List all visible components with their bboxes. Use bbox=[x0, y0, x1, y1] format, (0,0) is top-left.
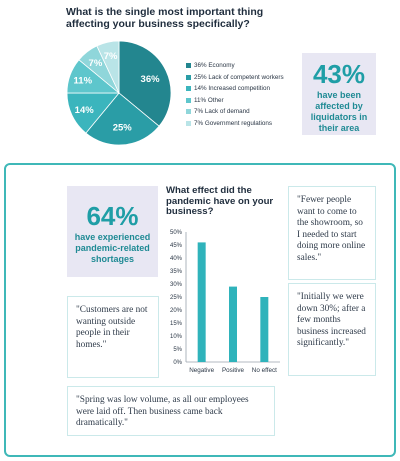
pie-label-lack-of-demand: 7% bbox=[89, 58, 103, 69]
pie-slice-government-regulations bbox=[96, 40, 120, 94]
x-tick-label-negative: Negative bbox=[189, 367, 214, 374]
y-tick-label: 20% bbox=[170, 308, 183, 314]
top-section: What is the single most important thing … bbox=[0, 0, 400, 160]
legend-label: 36% Economy bbox=[194, 62, 235, 69]
stat-value-shortages: 64% bbox=[86, 201, 139, 231]
bar-positive bbox=[229, 286, 237, 362]
legend-label: 7% Government regulations bbox=[194, 119, 273, 127]
pie-label-economy: 36% bbox=[141, 74, 161, 85]
legend-swatch bbox=[186, 63, 191, 68]
x-tick-label-positive: Positive bbox=[222, 367, 245, 374]
legend-item-lack-of-demand: 7% Lack of demand bbox=[186, 106, 296, 117]
legend-swatch bbox=[186, 109, 191, 114]
legend-swatch bbox=[186, 120, 191, 126]
pie-label-other: 11% bbox=[74, 75, 93, 86]
stat-caption-liquidators: have been affected by liquidators in the… bbox=[310, 90, 368, 133]
legend-swatch bbox=[186, 86, 191, 91]
pie-chart: 36% 25% 14% 11% 7%7% bbox=[66, 40, 172, 146]
legend-label: 11% Other bbox=[194, 96, 224, 104]
y-tick-label: 40% bbox=[170, 256, 183, 262]
y-tick-label: 45% bbox=[170, 243, 183, 249]
quote-showroom: "Fewer people want to come to the showro… bbox=[288, 186, 376, 280]
y-tick-label: 30% bbox=[170, 282, 183, 288]
bottom-section-frame bbox=[4, 163, 396, 457]
stat-box-shortages: 64% have experienced pandemic-related sh… bbox=[67, 186, 158, 277]
pie-slice-economy bbox=[118, 40, 172, 127]
x-tick-label-no-effect: No effect bbox=[252, 367, 277, 374]
bar-chart-title: What effect did the pandemic have on you… bbox=[166, 185, 274, 217]
legend-item-lack-of-competent-workers: 25% Lack of competent workers bbox=[186, 72, 296, 83]
y-tick-label: 10% bbox=[170, 334, 183, 340]
y-tick-label: 5% bbox=[173, 347, 182, 353]
y-tick-label: 50% bbox=[170, 230, 183, 236]
bar-chart: 0% 5% 10% 15% 20% 25% 30% 35% 40% 45% 50% Negative P… bbox=[170, 230, 280, 374]
pie-label-lack-of-competent-workers: 25% bbox=[113, 123, 133, 134]
legend-swatch bbox=[186, 97, 191, 103]
y-tick-label: 0% bbox=[173, 360, 182, 366]
bar-negative bbox=[197, 242, 206, 362]
pie-slice-lack-of-competent-workers bbox=[85, 92, 160, 146]
legend-label: 7% Lack of demand bbox=[194, 108, 250, 115]
legend-label: 14% Increased competition bbox=[194, 85, 270, 92]
stat-caption-shortages: have experienced pandemic-related shorta… bbox=[74, 232, 151, 264]
legend-item-increased-competition: 14% Increased competition bbox=[186, 83, 296, 94]
quote-initially-down: "Initially we were down 30%; after a few… bbox=[288, 283, 376, 376]
pie-legend: 36% Economy 25% Lack of competent workers… bbox=[186, 60, 296, 129]
y-tick-label: 15% bbox=[170, 321, 183, 327]
pie-label-increased-competition: 14% bbox=[75, 105, 95, 116]
pie-label-government-regulations: 7% bbox=[104, 51, 118, 62]
bar-no-effect bbox=[260, 297, 269, 362]
quote-spring-volume: "Spring was low volume, as all our emplo… bbox=[67, 386, 275, 436]
y-tick-label: 25% bbox=[170, 295, 183, 301]
legend-item-other: 11% Other bbox=[186, 95, 296, 106]
pie-question-title: What is the single most important thing … bbox=[66, 6, 264, 30]
legend-swatch bbox=[186, 74, 191, 80]
quote-customers: "Customers are not wanting outside peopl… bbox=[67, 296, 159, 378]
legend-label: 25% Lack of competent workers bbox=[194, 73, 284, 81]
legend-item-economy: 36% Economy bbox=[186, 60, 296, 71]
legend-item-government-regulations: 7% Government regulations bbox=[186, 118, 296, 129]
stat-value-liquidators: 43% bbox=[312, 59, 366, 89]
y-tick-label: 35% bbox=[170, 269, 183, 275]
stat-box-liquidators: 43% have been affected by liquidators in… bbox=[302, 53, 376, 135]
